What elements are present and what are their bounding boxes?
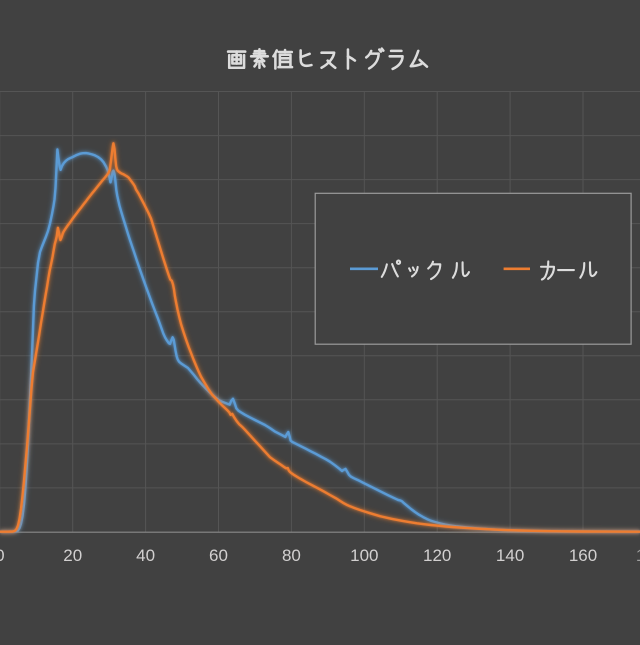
svg-text:60: 60: [209, 546, 228, 565]
svg-text:120: 120: [423, 546, 451, 565]
svg-text:180: 180: [636, 546, 640, 565]
svg-text:100: 100: [350, 546, 378, 565]
svg-text:20: 20: [63, 546, 82, 565]
svg-text:140: 140: [496, 546, 524, 565]
svg-text:80: 80: [282, 546, 301, 565]
svg-text:160: 160: [569, 546, 597, 565]
svg-text:0: 0: [0, 546, 5, 565]
svg-text:40: 40: [136, 546, 155, 565]
